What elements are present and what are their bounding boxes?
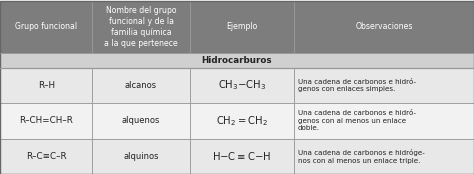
Text: $\mathregular{CH_3{-}CH_3}$: $\mathregular{CH_3{-}CH_3}$: [218, 78, 266, 92]
Text: alcanos: alcanos: [125, 81, 157, 90]
Bar: [0, 139, 92, 174]
Bar: [294, 1, 474, 53]
Text: alquinos: alquinos: [123, 152, 159, 161]
Text: Nombre del grupo
funcional y de la
familia química
a la que pertenece: Nombre del grupo funcional y de la famil…: [104, 6, 178, 48]
Text: R–C≡C–R: R–C≡C–R: [26, 152, 66, 161]
Text: alquenos: alquenos: [122, 116, 160, 125]
Bar: [92, 1, 190, 53]
Text: Grupo funcional: Grupo funcional: [15, 22, 77, 31]
Text: Una cadena de carbonos e hidró-
genos con al menos un enlace
doble.: Una cadena de carbonos e hidró- genos co…: [298, 110, 416, 131]
Bar: [294, 68, 474, 103]
Text: $\mathregular{H{-}C{\equiv}C{-}H}$: $\mathregular{H{-}C{\equiv}C{-}H}$: [212, 150, 271, 162]
Text: Ejemplo: Ejemplo: [226, 22, 257, 31]
Text: Una cadena de carbonos e hidróge-
nos con al menos un enlace triple.: Una cadena de carbonos e hidróge- nos co…: [298, 149, 425, 164]
Bar: [190, 68, 294, 103]
Text: $\mathregular{CH_2{=}CH_2}$: $\mathregular{CH_2{=}CH_2}$: [216, 114, 268, 128]
Bar: [92, 139, 190, 174]
Bar: [190, 139, 294, 174]
Bar: [0, 53, 474, 68]
Bar: [190, 1, 294, 53]
Text: R–H: R–H: [37, 81, 55, 90]
Bar: [0, 1, 92, 53]
Text: Observaciones: Observaciones: [355, 22, 413, 31]
Bar: [0, 103, 92, 139]
Bar: [92, 103, 190, 139]
Bar: [0, 68, 92, 103]
Text: Hidrocarburos: Hidrocarburos: [202, 56, 272, 65]
Bar: [294, 103, 474, 139]
Text: Una cadena de carbonos e hidró-
genos con enlaces simples.: Una cadena de carbonos e hidró- genos co…: [298, 79, 416, 92]
Bar: [92, 68, 190, 103]
Text: R–CH=CH–R: R–CH=CH–R: [19, 116, 73, 125]
Bar: [190, 103, 294, 139]
Bar: [294, 139, 474, 174]
